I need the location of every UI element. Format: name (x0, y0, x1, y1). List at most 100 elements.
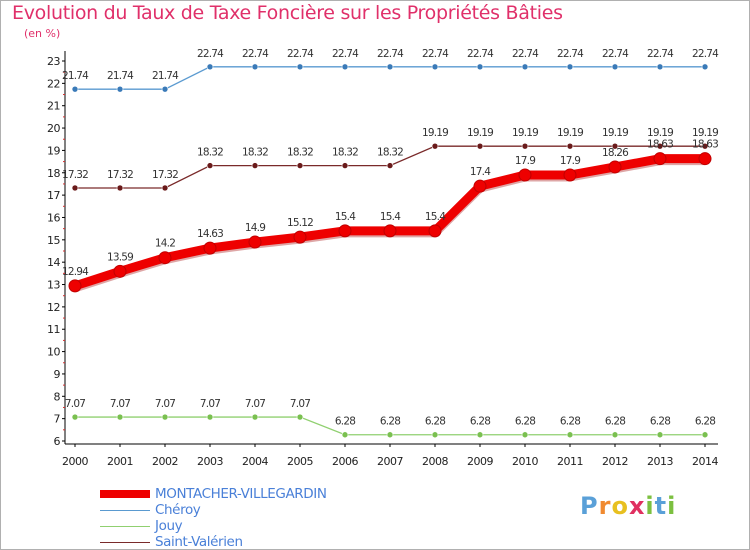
x-tick-label: 2005 (287, 455, 313, 468)
data-label: 7.07 (290, 398, 310, 410)
logo-letter: o (611, 492, 629, 520)
x-tick-label: 2004 (242, 455, 268, 468)
data-label: 19.19 (467, 127, 493, 139)
data-label: 18.63 (647, 139, 673, 151)
data-label: 17.4 (470, 166, 491, 178)
data-point (656, 63, 664, 71)
data-point (521, 431, 529, 439)
chart-title: Evolution du Taux de Taxe Foncière sur l… (12, 2, 563, 24)
data-label: 18.32 (197, 147, 223, 159)
data-point (701, 142, 709, 150)
data-point (521, 142, 529, 150)
legend-swatch (100, 490, 150, 498)
data-point (206, 413, 214, 421)
data-label: 18.32 (332, 147, 358, 159)
data-point (161, 413, 169, 421)
data-point (476, 142, 484, 150)
data-label: 6.28 (560, 416, 580, 428)
data-label: 7.07 (110, 398, 130, 410)
y-tick-label: 18 (47, 167, 60, 180)
data-point (521, 63, 529, 71)
y-tick-label: 13 (47, 279, 60, 292)
y-tick-label: 19 (47, 144, 60, 157)
data-point (566, 431, 574, 439)
data-label: 22.74 (242, 48, 269, 60)
data-point (476, 63, 484, 71)
data-point (341, 431, 349, 439)
x-tick-label: 2010 (512, 455, 538, 468)
data-point (473, 179, 487, 193)
y-tick-label: 14 (47, 256, 60, 269)
y-tick-label: 11 (47, 323, 60, 336)
data-label: 7.07 (245, 398, 265, 410)
logo-letter: x (628, 492, 646, 520)
data-label: 19.19 (557, 127, 583, 139)
data-point (206, 63, 214, 71)
data-point (476, 431, 484, 439)
data-label: 6.28 (380, 416, 400, 428)
y-tick-label: 16 (47, 211, 60, 224)
data-label: 22.74 (647, 48, 674, 60)
data-label: 18.32 (242, 147, 268, 159)
logo-letter: P (580, 492, 599, 520)
data-point (386, 431, 394, 439)
data-label: 13.59 (107, 251, 133, 263)
x-tick-label: 2001 (107, 455, 133, 468)
series-layer (68, 63, 712, 439)
data-point (293, 230, 307, 244)
data-point (71, 184, 79, 192)
data-point (566, 63, 574, 71)
data-label: 22.74 (602, 48, 629, 60)
data-label: 18.32 (377, 147, 403, 159)
data-point (71, 85, 79, 93)
data-point (296, 162, 304, 169)
data-point (206, 162, 214, 169)
data-label: 18.26 (602, 147, 629, 159)
data-point (113, 264, 127, 278)
data-point (518, 168, 532, 182)
data-label: 21.74 (62, 70, 89, 82)
data-point (341, 63, 349, 71)
logo-letter: i (667, 492, 677, 520)
data-label: 6.28 (515, 416, 535, 428)
data-point (158, 251, 172, 265)
data-point (656, 142, 664, 150)
data-point (71, 413, 79, 421)
legend-label: Chéroy (155, 502, 201, 518)
data-point (383, 224, 397, 238)
data-label: 17.32 (62, 169, 88, 181)
data-label: 22.74 (197, 48, 224, 60)
data-point (248, 235, 262, 249)
data-point (431, 431, 439, 439)
legend-swatch (100, 510, 150, 511)
data-point (431, 63, 439, 71)
data-point (341, 162, 349, 169)
data-label: 22.74 (467, 48, 494, 60)
data-label: 6.28 (335, 416, 355, 428)
data-label: 14.63 (197, 228, 223, 240)
data-label: 17.9 (560, 155, 580, 167)
legend-label: Jouy (155, 518, 183, 534)
data-point (116, 413, 124, 421)
x-tick-label: 2003 (197, 455, 223, 468)
data-point (251, 413, 259, 421)
data-point (116, 184, 124, 192)
data-point (656, 431, 664, 439)
data-point (68, 279, 82, 293)
y-tick-label: 9 (54, 368, 61, 381)
logo-letter: t (654, 492, 668, 520)
data-point (296, 413, 304, 421)
y-tick-label: 8 (54, 390, 61, 403)
data-label: 12.94 (62, 266, 89, 278)
data-point (296, 63, 304, 71)
legend-swatch (100, 542, 150, 543)
data-label: 15.4 (425, 211, 446, 223)
y-tick-label: 7 (54, 413, 61, 426)
data-point (161, 184, 169, 192)
y-tick-label: 20 (47, 122, 60, 135)
data-label: 21.74 (107, 70, 134, 82)
data-point (338, 224, 352, 238)
data-label: 22.74 (692, 48, 719, 60)
y-tick-label: 10 (47, 346, 60, 359)
x-tick-label: 2006 (332, 455, 358, 468)
